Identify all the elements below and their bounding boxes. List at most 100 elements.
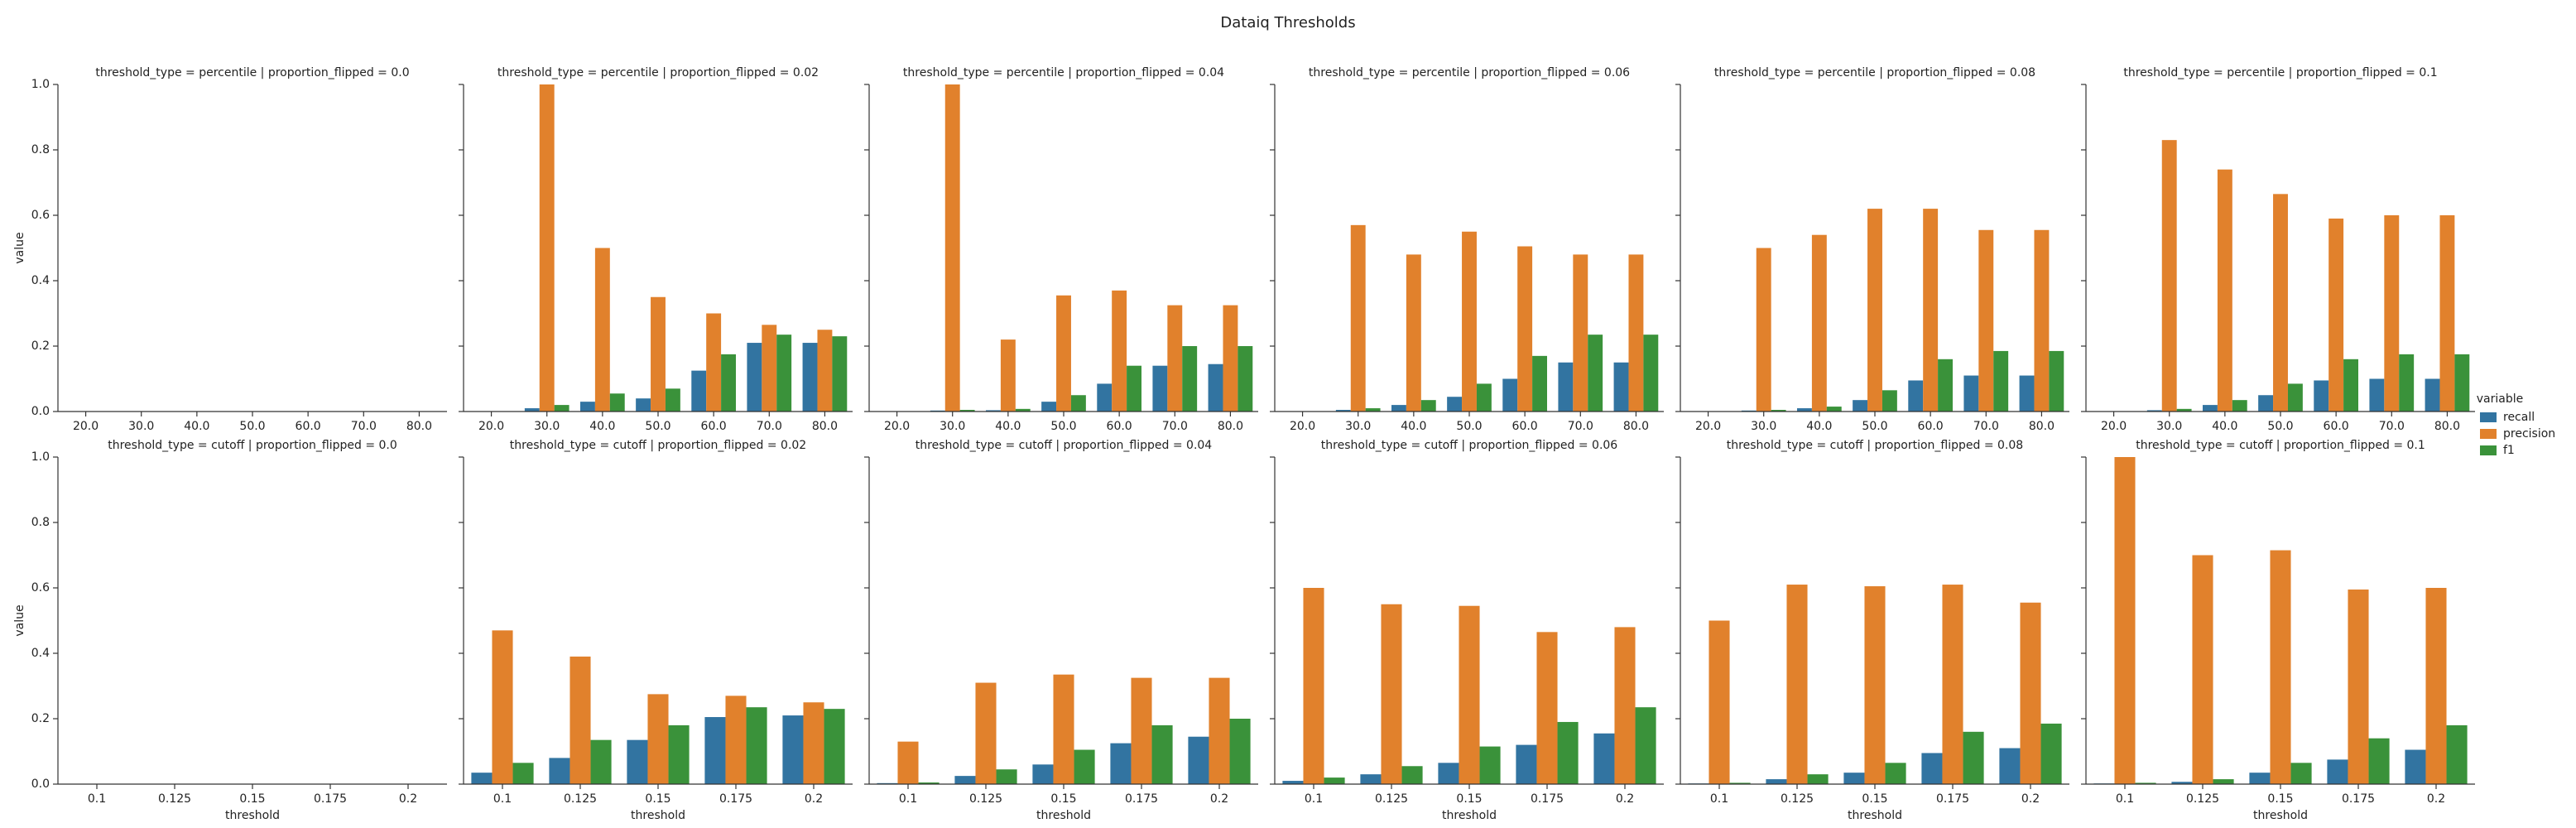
bar — [590, 739, 612, 784]
bar — [802, 343, 818, 412]
x-tick-label: 30.0 — [940, 420, 965, 433]
bar — [704, 717, 726, 784]
bar — [2399, 354, 2415, 412]
bar — [2405, 749, 2426, 784]
x-tick-label: 20.0 — [478, 420, 504, 433]
legend-swatch — [2480, 412, 2497, 422]
bar — [2446, 724, 2468, 784]
y-tick-label: 0.4 — [31, 274, 50, 287]
bar — [2384, 215, 2400, 412]
bar — [1978, 229, 1994, 412]
bar — [959, 410, 975, 412]
bar — [996, 769, 1017, 784]
bar — [1786, 585, 1808, 784]
bar — [668, 724, 690, 784]
y-tick-label: 0.2 — [31, 339, 50, 353]
bar — [1963, 375, 1979, 412]
bar — [691, 370, 707, 412]
y-tick-label: 0.8 — [31, 143, 50, 156]
bar — [1517, 246, 1533, 412]
bar — [1709, 620, 1730, 784]
bar — [539, 84, 555, 412]
bar — [2369, 378, 2385, 412]
bar — [492, 630, 513, 784]
bar — [1613, 362, 1629, 412]
bar — [2192, 555, 2213, 784]
legend-title: variable — [2477, 392, 2523, 406]
bar — [665, 388, 680, 412]
bar — [2176, 408, 2192, 412]
bar — [1882, 390, 1897, 412]
x-tick-label: 60.0 — [1512, 420, 1538, 433]
x-tick-label: 40.0 — [2212, 420, 2237, 433]
panel-title: threshold_type = cutoff | proportion_fli… — [1727, 439, 2023, 452]
bar — [1209, 677, 1230, 784]
x-tick-label: 40.0 — [1806, 420, 1832, 433]
bar — [2348, 589, 2369, 784]
bar — [1771, 410, 1786, 412]
bar — [636, 398, 651, 412]
x-tick-label: 0.1 — [1305, 792, 1323, 806]
x-tick-label: 50.0 — [645, 420, 670, 433]
x-tick-label: 30.0 — [1751, 420, 1776, 433]
bar — [609, 393, 625, 412]
bar — [1843, 773, 1865, 784]
bar — [647, 694, 669, 784]
bar — [1401, 766, 1423, 784]
bar — [2314, 380, 2329, 412]
bar — [2270, 550, 2291, 784]
x-tick-label: 80.0 — [1218, 420, 1243, 433]
x-tick-label: 80.0 — [406, 420, 432, 433]
bar — [1208, 363, 1223, 412]
bar — [2146, 410, 2162, 412]
x-tick-label: 70.0 — [1162, 420, 1188, 433]
legend-label: recall — [2503, 411, 2535, 424]
x-tick-label: 30.0 — [128, 420, 154, 433]
x-tick-label: 0.1 — [2116, 792, 2134, 806]
y-tick-label: 1.0 — [31, 450, 50, 464]
bar — [2439, 215, 2455, 412]
panel-title: threshold_type = percentile | proportion… — [95, 66, 409, 79]
x-tick-label: 40.0 — [589, 420, 615, 433]
bar — [1853, 400, 1868, 412]
bar — [1867, 209, 1882, 412]
bar — [2114, 457, 2136, 784]
bar — [1532, 355, 1547, 412]
bar — [944, 84, 960, 412]
y-tick-label: 0.0 — [31, 777, 50, 791]
x-tick-label: 20.0 — [2101, 420, 2127, 433]
bar — [2034, 229, 2050, 412]
panel-title: threshold_type = percentile | proportion… — [497, 66, 819, 79]
x-tick-label: 0.15 — [2267, 792, 2293, 806]
bar — [2425, 588, 2447, 784]
bar — [2049, 350, 2064, 412]
bar — [1015, 408, 1031, 412]
bar — [2040, 723, 2062, 784]
x-tick-label: 0.125 — [1375, 792, 1408, 806]
y-tick-label: 0.0 — [31, 405, 50, 418]
x-tick-label: 20.0 — [884, 420, 910, 433]
bar — [2287, 383, 2303, 412]
bar — [1516, 744, 1537, 784]
legend-swatch — [2480, 429, 2497, 439]
bar — [1558, 362, 1574, 412]
x-tick-label: 60.0 — [1918, 420, 1944, 433]
x-tick-label: 0.175 — [314, 792, 347, 806]
bar — [706, 313, 722, 412]
bar — [2327, 759, 2348, 784]
bar — [1635, 707, 1656, 784]
bar — [2273, 194, 2288, 412]
bar — [1807, 774, 1829, 784]
x-tick-label: 0.15 — [645, 792, 670, 806]
panel-title: threshold_type = cutoff | proportion_fli… — [916, 439, 1213, 452]
bar — [776, 335, 792, 412]
bar — [580, 402, 595, 412]
x-tick-label: 60.0 — [2324, 420, 2349, 433]
x-tick-label: 70.0 — [2379, 420, 2405, 433]
x-tick-label: 80.0 — [2434, 420, 2460, 433]
x-tick-label: 0.175 — [1936, 792, 1969, 806]
y-tick-label: 0.6 — [31, 581, 50, 595]
x-tick-label: 0.1 — [1710, 792, 1728, 806]
x-tick-label: 70.0 — [1973, 420, 1999, 433]
x-tick-label: 50.0 — [1862, 420, 1887, 433]
